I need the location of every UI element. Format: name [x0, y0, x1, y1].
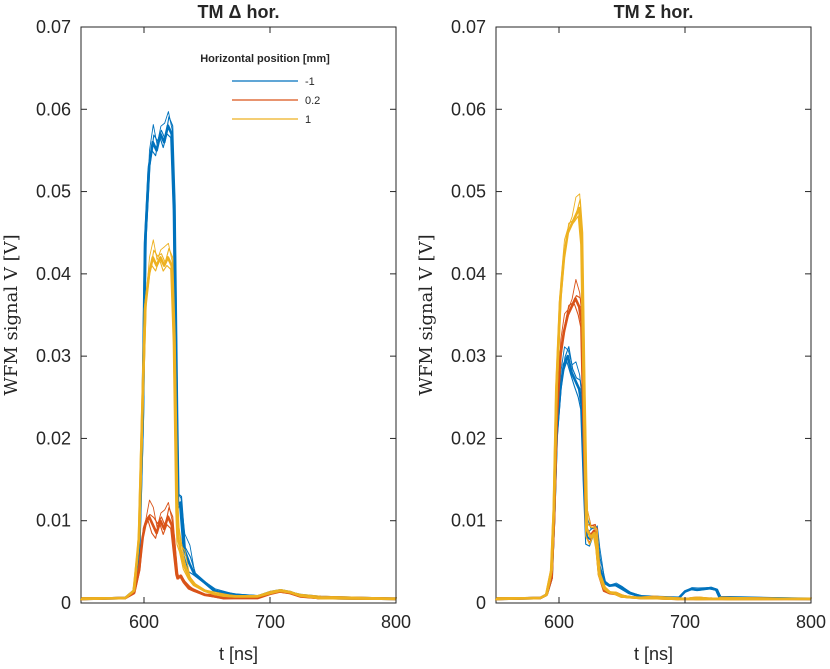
- series-line-0.2: [496, 295, 813, 600]
- series-line-1: [495, 206, 811, 601]
- series-line-0.2: [494, 303, 811, 601]
- panel-2: 600 700 800 0 0.01 0.02 0.03 0.04 0.05 0.06 0.07 TM…: [416, 2, 826, 664]
- series--1: [494, 346, 813, 601]
- series-line--1: [79, 133, 396, 601]
- series-line--1: [496, 346, 813, 599]
- y-tick-label: 0.01: [451, 511, 486, 531]
- axes-box: [80, 26, 397, 604]
- series-line-0.2: [496, 279, 812, 599]
- x-tick-label: 700: [255, 612, 285, 632]
- series-line-1: [81, 239, 397, 599]
- series-line--1: [494, 360, 811, 601]
- x-axis-label: t [ns]: [219, 644, 258, 664]
- y-tick-label: 0.03: [36, 346, 71, 366]
- series-line-1: [496, 198, 813, 600]
- series-line--1: [495, 354, 812, 601]
- y-tick-label: 0.04: [36, 264, 71, 284]
- series-1: [79, 239, 398, 601]
- x-tick-label: 600: [544, 612, 574, 632]
- series-line-0.2: [495, 297, 811, 601]
- series-line--1: [80, 124, 397, 601]
- y-tick-label: 0.05: [36, 182, 71, 202]
- series-0.2: [494, 279, 813, 601]
- series-line-0.2: [79, 519, 396, 601]
- y-tick-label: 0.06: [36, 99, 71, 119]
- y-tick-label: 0.02: [36, 428, 71, 448]
- series-line-1: [80, 256, 397, 601]
- y-tick-label: 0: [61, 593, 71, 613]
- series-line-0.2: [80, 515, 397, 601]
- y-axis-label: WFM signal V [V]: [1, 234, 22, 395]
- legend-entry--1: -1: [305, 76, 315, 88]
- x-tick-label: 800: [796, 612, 826, 632]
- y-tick-label: 0.01: [36, 511, 71, 531]
- x-tick-label: 600: [129, 612, 159, 632]
- series-line-1: [496, 193, 812, 599]
- series-line-0.2: [81, 499, 397, 599]
- legend-entry-0.2: 0.2: [305, 95, 320, 107]
- series-line--1: [81, 111, 397, 599]
- series-line-1: [81, 247, 398, 599]
- y-axis-label: WFM signal V [V]: [416, 234, 437, 395]
- series-line-0.2: [81, 507, 398, 599]
- legend-title: Horizontal position [mm]: [200, 53, 330, 65]
- series-line-1: [494, 215, 811, 601]
- legend-entry-1: 1: [305, 114, 311, 126]
- y-tick-label: 0.07: [451, 17, 486, 37]
- chart-title: TM Σ hor.: [614, 2, 694, 22]
- y-tick-label: 0.07: [36, 17, 71, 37]
- y-tick-label: 0.06: [451, 99, 486, 119]
- y-tick-label: 0.03: [451, 346, 486, 366]
- series--1: [79, 111, 398, 601]
- axes-box: [495, 26, 812, 604]
- x-tick-label: 700: [670, 612, 700, 632]
- series-line--1: [81, 116, 398, 599]
- series-1: [494, 193, 813, 601]
- y-tick-label: 0.04: [451, 264, 486, 284]
- chart-title: TM Δ hor.: [198, 2, 280, 22]
- y-tick-label: 0.05: [451, 182, 486, 202]
- x-tick-label: 800: [381, 612, 411, 632]
- series-line-1: [79, 258, 396, 601]
- y-tick-label: 0: [476, 593, 486, 613]
- x-axis-label: t [ns]: [634, 644, 673, 664]
- y-tick-label: 0.02: [451, 428, 486, 448]
- legend: Horizontal position [mm] -1 0.2 1: [200, 53, 330, 126]
- panel-1: 600 700 800 0 0.01 0.02 0.03 0.04 0.05 0.06 0.07 TM…: [1, 2, 411, 664]
- series-line--1: [496, 346, 812, 599]
- series-0.2: [79, 499, 398, 601]
